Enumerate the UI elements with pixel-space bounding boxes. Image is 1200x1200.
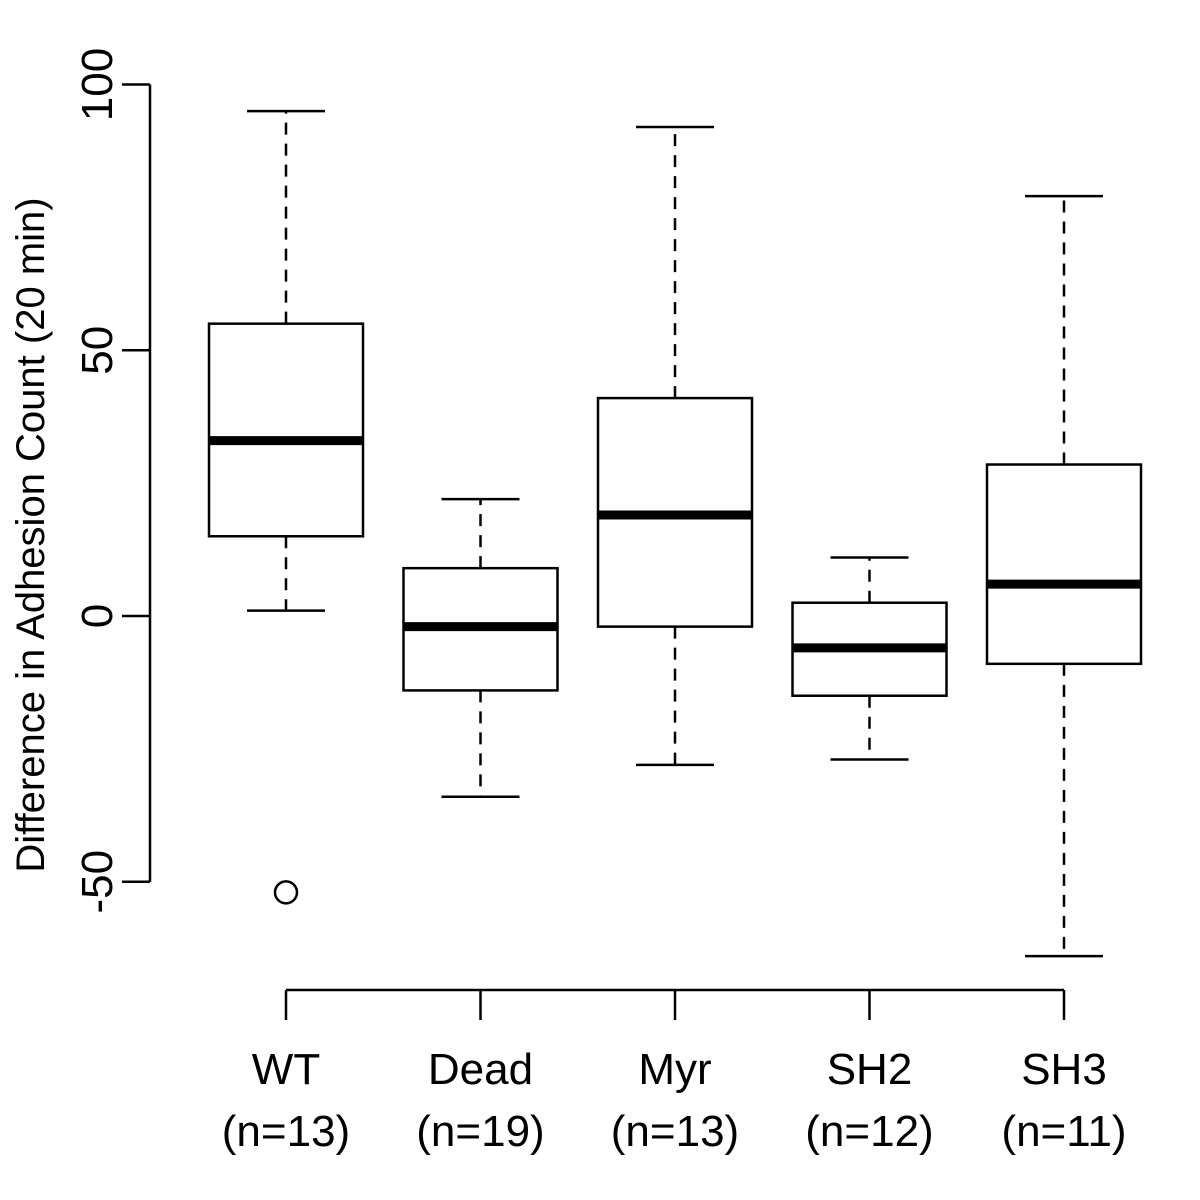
x-category-label: WT — [252, 1045, 320, 1094]
x-category-label: SH3 — [1021, 1045, 1107, 1094]
boxes — [207, 109, 1143, 958]
iqr-box — [207, 322, 365, 538]
y-axis: -50 0 50 100 — [73, 48, 152, 914]
x-count-label: (n=13) — [611, 1107, 739, 1156]
iqr-box — [985, 463, 1143, 666]
y-axis-title: Difference in Adhesion Count (20 min) — [9, 197, 53, 872]
box-dead — [402, 497, 559, 798]
x-count-label: (n=11) — [1001, 1107, 1126, 1156]
x-category-label: Dead — [428, 1045, 533, 1094]
y-tick-label: 50 — [73, 326, 122, 375]
box-myr — [596, 125, 754, 767]
x-count-label: (n=19) — [416, 1107, 544, 1156]
box-sh3 — [985, 194, 1143, 958]
x-axis: WT (n=13) Dead (n=19) Myr (n=13) SH2 (n=12) SH3 (… — [222, 988, 1127, 1156]
box-wt — [207, 109, 365, 905]
box-sh2 — [791, 556, 948, 761]
x-category-label: SH2 — [827, 1045, 913, 1094]
y-tick-label: -50 — [73, 850, 122, 914]
x-count-label: (n=13) — [222, 1107, 350, 1156]
x-count-label: (n=12) — [805, 1107, 933, 1156]
outlier-point — [273, 880, 299, 905]
y-tick-label: 0 — [73, 604, 122, 628]
y-tick-label: 100 — [73, 48, 122, 121]
x-category-label: Myr — [638, 1045, 711, 1094]
